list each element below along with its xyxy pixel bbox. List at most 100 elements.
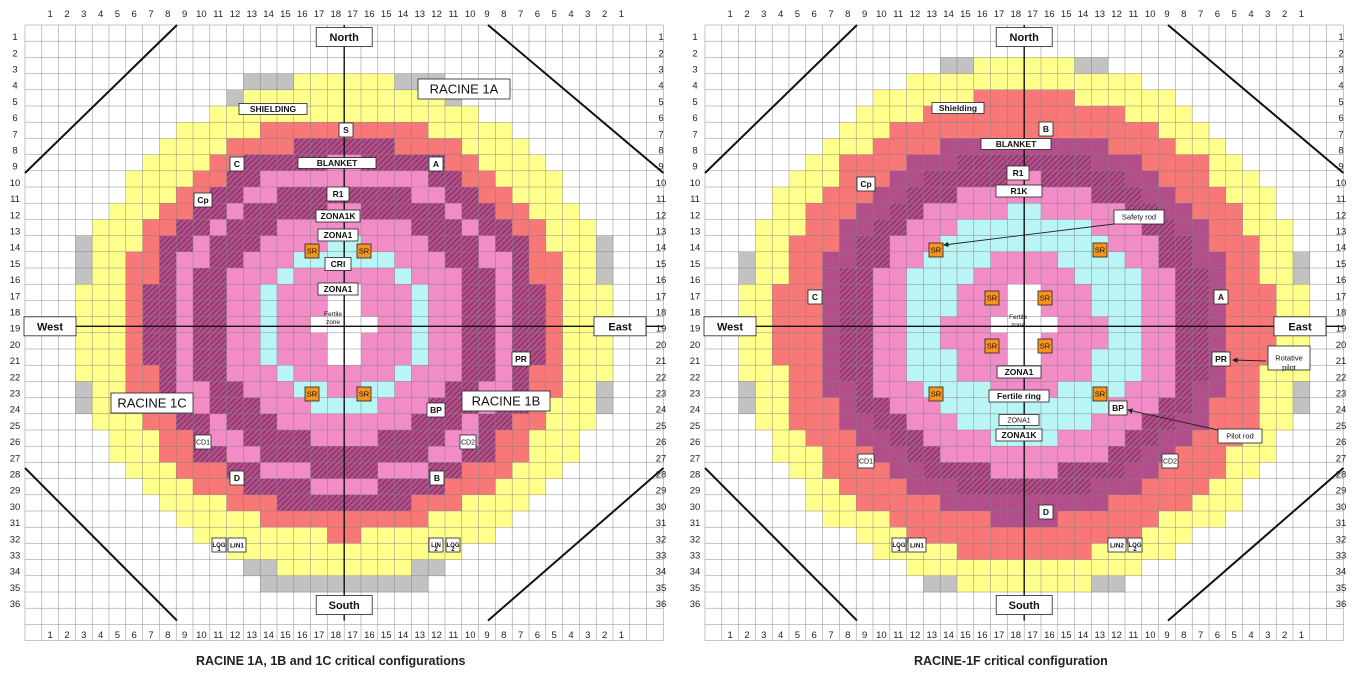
column-label: 3 <box>1265 630 1270 641</box>
caption-1abc: RACINE 1A, 1B and 1C critical configurat… <box>196 654 466 668</box>
column-label: 6 <box>535 9 540 20</box>
log1-number: 1 <box>897 547 901 553</box>
lin2-label: LIN2 <box>1107 537 1127 553</box>
column-label: 12 <box>431 630 442 641</box>
row-label: 32 <box>10 534 21 545</box>
safety-rod-sr-box <box>1092 242 1108 258</box>
c-position-box <box>229 156 245 172</box>
core-map-svg: 1122334455667788991010111112121313141415… <box>690 9 1347 641</box>
racine-1b-label-box <box>461 390 551 412</box>
log2-number: 2 <box>1133 547 1137 553</box>
row-label: 4 <box>658 81 663 92</box>
column-label: 3 <box>1265 9 1270 20</box>
racine-1a-label-text: RACINE 1A <box>430 82 499 97</box>
column-label: 9 <box>1164 9 1169 20</box>
inner-rod-sr-box <box>984 290 1000 306</box>
row-label: 24 <box>1336 405 1347 416</box>
rotative-pilot-callout: Rotative <box>1267 345 1311 371</box>
cd1-position: CD1 <box>857 453 875 469</box>
lin1-label-box <box>227 537 247 553</box>
d-position-text: D <box>1043 507 1049 517</box>
row-label: 6 <box>658 113 663 124</box>
inner-rod-sr-text: SR <box>1040 294 1051 303</box>
lin2-label: LIN <box>428 537 444 553</box>
column-label: 9 <box>484 630 489 641</box>
column-label: 12 <box>910 9 921 20</box>
column-label: 16 <box>297 630 308 641</box>
shielding-label-box <box>931 102 985 114</box>
row-label: 16 <box>10 275 21 286</box>
a-position: A <box>428 156 444 172</box>
column-label: 4 <box>568 630 573 641</box>
row-label: 31 <box>10 518 21 529</box>
row-label: 23 <box>10 389 21 400</box>
row-label: 13 <box>656 227 667 238</box>
column-label: 1 <box>1299 9 1304 20</box>
d-position-box <box>1038 504 1054 520</box>
north-label: North <box>995 27 1053 47</box>
column-label: 5 <box>552 9 557 20</box>
row-label: 1 <box>1338 32 1343 43</box>
column-label: 4 <box>98 630 103 641</box>
row-label: 19 <box>656 324 667 335</box>
row-label: 25 <box>10 421 21 432</box>
column-label: 7 <box>828 9 833 20</box>
zona1-lower-label: ZONA1 <box>998 414 1040 426</box>
column-label: 11 <box>893 9 903 20</box>
row-label: 8 <box>658 146 663 157</box>
safety-rod-sr-box <box>356 386 372 402</box>
column-label: 6 <box>132 9 137 20</box>
column-label: 13 <box>1095 9 1106 20</box>
racine-1abc-panel: 1 1 2 2 3 3 4 4 5 5 6 6 7 7 8 8 9 9 10 10 11 11 12 12 13 13 14 14 15… <box>0 0 676 673</box>
zona1-inner-label: ZONA1 <box>317 282 359 296</box>
south-label: South <box>995 595 1053 615</box>
row-label: 26 <box>1336 437 1347 448</box>
column-label: 18 <box>1011 9 1022 20</box>
core-map-svg: 1122334455667788991010111112121313141415… <box>10 9 667 641</box>
row-label: 6 <box>12 113 17 124</box>
inner-rod-sr: SR <box>984 290 1000 306</box>
safety-rod-sr: SR <box>928 386 944 402</box>
column-label: 11 <box>448 630 458 641</box>
column-label: 3 <box>585 630 590 641</box>
shielding-label-text: SHIELDING <box>250 104 297 114</box>
row-label: 34 <box>10 567 21 578</box>
column-label: 14 <box>1078 630 1089 641</box>
log2-label-text: LOG <box>1129 543 1142 549</box>
column-label: 1 <box>1299 630 1304 641</box>
cd2-position: CD2 <box>1161 453 1179 469</box>
row-label: 12 <box>656 210 667 221</box>
row-label: 31 <box>690 518 701 529</box>
column-label: 5 <box>1232 630 1237 641</box>
column-label: 9 <box>862 9 867 20</box>
column-label: 7 <box>828 630 833 641</box>
column-label: 11 <box>1128 630 1138 641</box>
s-position-text: S <box>343 125 349 135</box>
row-label: 4 <box>1338 81 1343 92</box>
shielding-label: SHIELDING <box>238 103 308 115</box>
row-label: 36 <box>1336 599 1347 610</box>
core-cells <box>738 57 1311 593</box>
row-label: 11 <box>690 194 700 205</box>
log1-label-text: LOG <box>893 543 906 549</box>
safety-rod-sr: SR <box>356 386 372 402</box>
zona1-lower-label-text: ZONA1 <box>1007 418 1030 425</box>
row-label: 10 <box>656 178 667 189</box>
row-label: 10 <box>1336 178 1347 189</box>
row-label: 31 <box>1336 518 1347 529</box>
c-position-text: C <box>812 292 818 302</box>
column-label: 1 <box>619 630 624 641</box>
blanket-label-text: BLANKET <box>317 158 358 168</box>
column-label: 2 <box>744 630 749 641</box>
inner-rod-sr: SR <box>984 338 1000 354</box>
r1-label-text: R1 <box>1013 168 1024 178</box>
inner-rod-sr: SR <box>1037 290 1053 306</box>
column-label: 8 <box>501 630 506 641</box>
racine-1b-label-text: RACINE 1B <box>472 394 541 409</box>
cri-label: CRI <box>324 257 352 271</box>
row-label: 27 <box>690 453 701 464</box>
cd1-position-text: CD1 <box>859 459 873 466</box>
r1-label: R1 <box>326 186 350 202</box>
row-label: 28 <box>1336 470 1347 481</box>
column-label: 6 <box>812 9 817 20</box>
